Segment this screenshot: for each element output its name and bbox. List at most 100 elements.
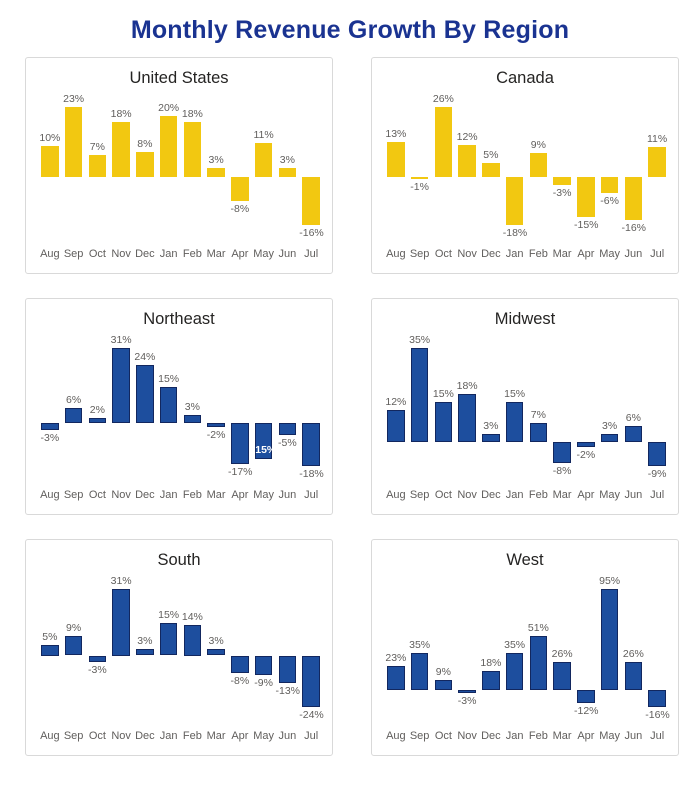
bar-label-apr: -15% [574, 218, 599, 231]
bar-label-dec: 3% [483, 419, 499, 432]
bar-dec[interactable] [482, 433, 500, 442]
bar-jul[interactable] [648, 689, 666, 707]
bar-label-may: 11% [253, 129, 274, 142]
bar-jun[interactable] [624, 176, 643, 220]
bar-jul[interactable] [648, 441, 666, 466]
bar-jun[interactable] [278, 422, 297, 435]
bar-apr[interactable] [577, 441, 595, 448]
bar-jun[interactable] [624, 425, 643, 442]
bar-dec[interactable] [136, 152, 154, 177]
bar-oct[interactable] [88, 655, 107, 662]
bar-aug[interactable] [387, 141, 405, 177]
bar-mar[interactable] [553, 176, 571, 185]
bar-aug[interactable] [41, 422, 59, 430]
bar-may[interactable] [600, 176, 619, 193]
bar-jan[interactable] [505, 401, 524, 442]
x-tick-label: Aug [40, 248, 60, 260]
bar-nov[interactable] [458, 144, 476, 177]
bar-dec[interactable] [136, 364, 154, 423]
bar-apr[interactable] [231, 176, 249, 201]
bar-jan[interactable] [159, 386, 178, 423]
bar-dec[interactable] [136, 649, 154, 656]
x-tick-label: Jun [278, 730, 297, 742]
x-tick-label: Jul [304, 248, 319, 260]
bar-jul[interactable] [302, 176, 320, 225]
bar-aug[interactable] [387, 409, 405, 442]
bar-sep[interactable] [410, 348, 429, 442]
x-tick-label: Nov [457, 489, 477, 501]
x-tick-label: Jan [505, 248, 524, 260]
bar-label-feb: 18% [181, 108, 203, 121]
bar-mar[interactable] [207, 167, 225, 177]
bar-mar[interactable] [553, 441, 571, 464]
bar-label-jan: 15% [158, 372, 180, 385]
bar-jun[interactable] [624, 662, 643, 690]
x-tick-label: Mar [206, 730, 226, 742]
bar-label-mar: 3% [208, 153, 224, 166]
bar-oct[interactable] [434, 107, 453, 177]
bar-sep[interactable] [64, 408, 83, 423]
bar-label-jun: 3% [279, 153, 295, 166]
x-tick-label: Jul [304, 489, 319, 501]
bar-aug[interactable] [41, 644, 59, 656]
bar-dec[interactable] [482, 163, 500, 177]
x-axis-south: Aug Sep Oct Nov Dec Jan Feb Mar Apr May Jun Jul [38, 730, 323, 742]
bar-oct[interactable] [88, 417, 107, 423]
bar-mar[interactable] [207, 649, 225, 656]
bar-nov[interactable] [458, 393, 476, 442]
bar-aug[interactable] [387, 665, 405, 690]
bar-jan[interactable] [505, 176, 524, 225]
x-tick-label: May [253, 248, 275, 260]
bar-aug[interactable] [41, 146, 59, 177]
bar-sep[interactable] [410, 176, 429, 180]
bar-jan[interactable] [505, 652, 524, 690]
bar-label-oct: 2% [89, 403, 105, 416]
bar-sep[interactable] [410, 652, 429, 690]
x-tick-label: Apr [231, 489, 249, 501]
bar-label-mar: -3% [552, 186, 572, 199]
bar-jun[interactable] [278, 655, 297, 684]
bar-nov[interactable] [112, 589, 130, 656]
bar-mar[interactable] [553, 662, 571, 690]
bar-label-mar: 3% [208, 635, 224, 648]
bar-label-jan: 15% [158, 609, 180, 622]
bar-jul[interactable] [302, 422, 320, 466]
bar-may[interactable] [254, 655, 273, 675]
bar-apr[interactable] [577, 176, 595, 217]
bar-label-jan: 15% [504, 387, 526, 400]
bar-mar[interactable] [207, 422, 225, 428]
bar-oct[interactable] [88, 155, 107, 177]
bar-may[interactable] [254, 422, 273, 459]
bar-apr[interactable] [577, 689, 595, 703]
bar-may[interactable] [600, 589, 619, 690]
bar-feb[interactable] [183, 122, 202, 177]
bar-feb[interactable] [529, 423, 548, 442]
plot-area-northeast: -3% 6% 2% 31% 24% 15% 3% -2% -17% -15% -5% -18% [38, 332, 324, 482]
bar-jan[interactable] [159, 623, 178, 656]
bar-jul[interactable] [302, 655, 320, 707]
bar-dec[interactable] [482, 670, 500, 690]
bar-label-may: 3% [602, 419, 618, 432]
bar-sep[interactable] [64, 636, 83, 656]
bar-label-jun: -13% [275, 685, 301, 698]
bar-jun[interactable] [278, 167, 297, 177]
bar-feb[interactable] [183, 415, 202, 423]
bar-nov[interactable] [112, 122, 130, 177]
bar-oct[interactable] [434, 680, 453, 690]
bar-apr[interactable] [231, 655, 249, 673]
bar-may[interactable] [254, 143, 273, 177]
bar-nov[interactable] [112, 348, 130, 423]
bar-jul[interactable] [648, 147, 666, 177]
bar-apr[interactable] [231, 422, 249, 464]
bar-oct[interactable] [434, 401, 453, 442]
bar-label-jul: -16% [299, 227, 324, 239]
bar-may[interactable] [600, 433, 619, 442]
bar-nov[interactable] [458, 689, 476, 694]
bar-jan[interactable] [159, 116, 178, 177]
bar-sep[interactable] [64, 107, 83, 177]
bar-feb[interactable] [529, 152, 548, 177]
bar-feb[interactable] [529, 635, 548, 690]
plot-area-canada: 13% -1% 26% 12% 5% -18% 9% -3% -15% -6% -16% 11% [384, 91, 669, 241]
bar-feb[interactable] [183, 625, 202, 656]
chart-panel-united-states: United States 10% 23% 7% 18% 8% 20% 18% 3% -8% 11… [25, 57, 333, 274]
